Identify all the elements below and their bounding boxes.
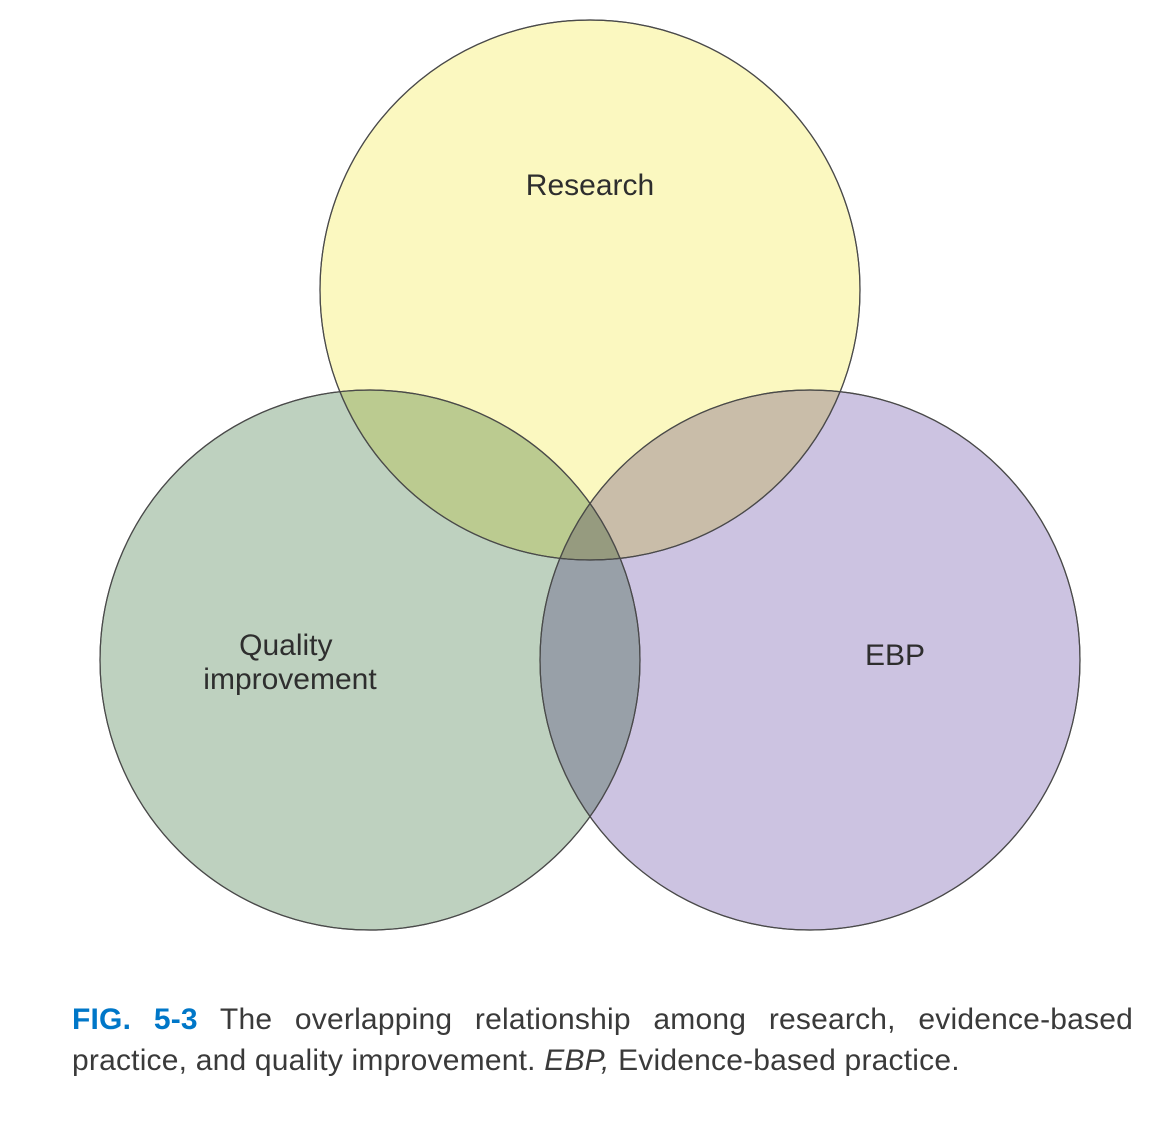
label-ebp: EBP (865, 639, 925, 672)
label-qi-line1: Quality (239, 629, 332, 662)
label-research: Research (526, 169, 654, 202)
figure-page: { "venn": { "type": "venn3", "background… (0, 0, 1173, 1124)
figure-label: FIG. 5-3 (72, 1003, 198, 1036)
caption-italic: EBP, (544, 1044, 609, 1077)
label-qi-line2: improvement (203, 663, 377, 696)
venn-diagram: Research Quality improvement EBP (0, 0, 1173, 995)
venn-svg: Research Quality improvement EBP (0, 0, 1173, 990)
circle-ebp (540, 390, 1080, 930)
caption-text-2: Evidence-based practice. (610, 1044, 960, 1077)
figure-caption: FIG. 5-3 The overlapping relationship am… (72, 1000, 1133, 1081)
